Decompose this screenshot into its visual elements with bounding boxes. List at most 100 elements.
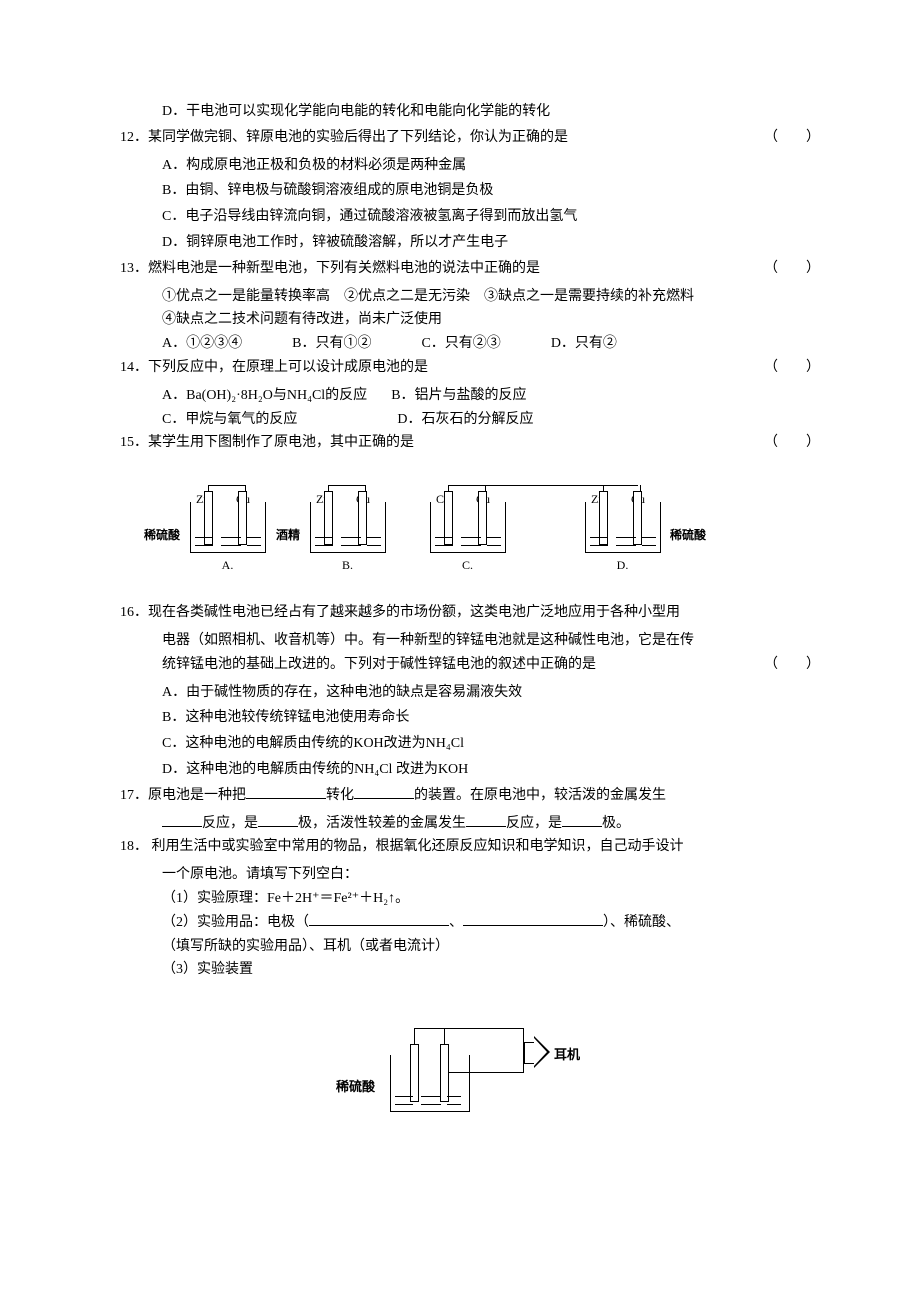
blank-2[interactable] — [354, 784, 414, 799]
q15-text: 某学生用下图制作了原电池，其中正确的是 — [148, 435, 414, 450]
q12: 12．某同学做完铜、锌原电池的实验后得出了下列结论，你认为正确的是 （ ） — [120, 126, 820, 150]
blank-7[interactable] — [309, 911, 449, 926]
q18-p3: （3）实验装置 — [120, 958, 820, 982]
q17-t7: 极。 — [602, 816, 630, 831]
q18-t2: 一个原电池。请填写下列空白： — [120, 863, 820, 887]
q16-options: A．由于碱性物质的存在，这种电池的缺点是容易漏液失效 B．这种电池较传统锌锰电池… — [120, 681, 820, 782]
q18-num: 18． — [120, 839, 148, 854]
q13-opt-c: C．只有②③ — [421, 332, 500, 356]
unit-d-sol-label: 稀硫酸 — [670, 525, 706, 545]
q13-text: 燃料电池是一种新型电池，下列有关燃料电池的说法中正确的是 — [148, 261, 540, 276]
q18-p2a: （2）实验用品：电极（ — [162, 915, 309, 930]
q12-opt-d: D．铜锌原电池工作时，锌被硫酸溶解，所以才产生电子 — [162, 231, 820, 255]
blank-4[interactable] — [258, 812, 298, 827]
blank-1[interactable] — [246, 784, 326, 799]
blank-6[interactable] — [562, 812, 602, 827]
q12-opt-a: A．构成原电池正极和负极的材料必须是两种金属 — [162, 154, 820, 178]
q18-t1: 利用生活中或实验室中常用的物品，根据氧化还原反应知识和电学知识，自己动手设计 — [148, 839, 684, 854]
q16-text2: 电器（如照相机、收音机等）中。有一种新型的锌锰电池就是这种碱性电池，它是在传 — [120, 629, 820, 653]
q17-t3: 的装置。在原电池中，较活泼的金属发生 — [414, 788, 666, 803]
unit-a-wire — [208, 485, 246, 486]
q12-opt-c: C．电子沿导线由锌流向铜，通过硫酸溶液被氢离子得到而放出氢气 — [162, 205, 820, 229]
q12-paren: （ ） — [764, 126, 820, 150]
q16-text1: 现在各类碱性电池已经占有了越来越多的市场份额，这类电池广泛地应用于各种小型用 — [148, 605, 680, 620]
q17-t5: 极，活泼性较差的金属发生 — [298, 816, 466, 831]
q13-opt-a: A．①②③④ — [162, 332, 242, 356]
unit-a-label: A. — [180, 555, 275, 575]
q13-opt-d: D．只有② — [551, 332, 617, 356]
liquid — [586, 530, 660, 552]
q14-options-row1: A．Ba(OH)₂·8H₂O与NH₄Cl的反应 B．铝片与盐酸的反应 — [120, 384, 820, 408]
q14: 14．下列反应中，在原理上可以设计成原电池的是 （ ） — [120, 356, 820, 380]
q16-opt-a: A．由于碱性物质的存在，这种电池的缺点是容易漏液失效 — [162, 681, 820, 705]
liquid — [191, 530, 265, 552]
page: D．干电池可以实现化学能向电能的转化和电能向化学能的转化 12．某同学做完铜、锌… — [0, 0, 920, 1302]
unit-b-label: B. — [300, 555, 395, 575]
liquid — [391, 1089, 469, 1111]
q14-paren: （ ） — [764, 356, 820, 380]
q13-opt-b: B．只有①② — [292, 332, 371, 356]
blank-3[interactable] — [162, 812, 202, 827]
q16-opt-d: D．这种电池的电解质由传统的NH₄Cl 改进为KOH — [162, 758, 820, 782]
f2-speaker-label: 耳机 — [554, 1044, 580, 1066]
unit-b-beaker — [310, 502, 386, 553]
q15: 15．某学生用下图制作了原电池，其中正确的是 （ ） — [120, 431, 820, 455]
q18-p2: （2）实验用品：电极（ 、 ）、稀硫酸、 — [120, 911, 820, 935]
q18-p2d: （填写所缺的实验用品）、耳机（或者电流计） — [120, 935, 820, 959]
q13-line2: ①优点之一是能量转换率高 ②优点之二是无污染 ③缺点之一是需要持续的补充燃料 — [120, 285, 820, 309]
q12-text: 某同学做完铜、锌原电池的实验后得出了下列结论，你认为正确的是 — [148, 130, 568, 145]
unit-a-sol-label: 稀硫酸 — [144, 525, 180, 545]
q18-p2c: ）、稀硫酸、 — [603, 915, 680, 930]
unit-a-beaker — [190, 502, 266, 553]
q14-num: 14． — [120, 360, 148, 375]
unit-d-label: D. — [575, 555, 670, 575]
q17-line2: 反应，是极，活泼性较差的金属发生反应，是极。 — [120, 812, 820, 836]
unit-a: Zn Cu 稀硫酸 A. — [180, 465, 275, 575]
q12-num: 12． — [120, 130, 148, 145]
blank-5[interactable] — [466, 812, 506, 827]
q15-num: 15． — [120, 435, 148, 450]
q16: 16．现在各类碱性电池已经占有了越来越多的市场份额，这类电池广泛地应用于各种小型… — [120, 601, 820, 625]
q17-t2: 转化 — [326, 788, 354, 803]
q14-opt-c: C．甲烷与氧气的反应 — [162, 408, 297, 432]
q15-paren: （ ） — [764, 431, 820, 455]
unit-d: Zn Cu 稀硫酸 D. — [575, 465, 670, 575]
q14-opt-d: D．石灰石的分解反应 — [397, 408, 533, 432]
unit-b-sol-label: 酒精 — [276, 525, 300, 545]
unit-c-beaker — [430, 502, 506, 553]
unit-c: Cu Cu C. — [420, 465, 515, 575]
q16-paren: （ ） — [764, 653, 820, 677]
f2-wire-top — [414, 1028, 524, 1029]
q13-num: 13． — [120, 261, 148, 276]
q12-opt-b: B．由铜、锌电极与硫酸铜溶液组成的原电池铜是负极 — [162, 179, 820, 203]
blank-8[interactable] — [463, 911, 603, 926]
q13-paren: （ ） — [764, 257, 820, 281]
q18: 18． 利用生活中或实验室中常用的物品，根据氧化还原反应知识和电学知识，自己动手… — [120, 835, 820, 859]
q14-text: 下列反应中，在原理上可以设计成原电池的是 — [148, 360, 428, 375]
q17-t1: 原电池是一种把 — [148, 788, 246, 803]
q11-opt-d: D．干电池可以实现化学能向电能的转化和电能向化学能的转化 — [162, 100, 820, 124]
unit-b-wire — [328, 485, 366, 486]
unit-c-label: C. — [420, 555, 515, 575]
q11-options: D．干电池可以实现化学能向电能的转化和电能向化学能的转化 — [120, 100, 820, 124]
q13: 13．燃料电池是一种新型电池，下列有关燃料电池的说法中正确的是 （ ） — [120, 257, 820, 281]
q14-opt-a: A．Ba(OH)₂·8H₂O与NH₄Cl的反应 — [162, 384, 367, 408]
liquid — [431, 530, 505, 552]
q15-figure: Zn Cu 稀硫酸 A. Zn Cu — [180, 465, 680, 595]
q14-options-row2: C．甲烷与氧气的反应 D．石灰石的分解反应 — [120, 408, 820, 432]
q17: 17．原电池是一种把 转化 的装置。在原电池中，较活泼的金属发生 — [120, 784, 820, 808]
q16-num: 16． — [120, 605, 148, 620]
unit-b: Zn Cu 酒精 B. — [300, 465, 395, 575]
q14-opt-b: B．铝片与盐酸的反应 — [391, 384, 526, 408]
q16-line3: 统锌锰电池的基础上改进的。下列对于碱性锌锰电池的叙述中正确的是 （ ） — [120, 653, 820, 677]
q18-p1: （1）实验原理：Fe＋2H⁺＝Fe²⁺＋H₂↑。 — [120, 887, 820, 911]
q17-t6: 反应，是 — [506, 816, 562, 831]
q16-opt-b: B．这种电池较传统锌锰电池使用寿命长 — [162, 706, 820, 730]
f2-beaker — [390, 1055, 470, 1112]
q16-opt-c: C．这种电池的电解质由传统的KOH改进为NH₄Cl — [162, 732, 820, 756]
q17-num: 17． — [120, 788, 148, 803]
q18-p2b: 、 — [449, 915, 463, 930]
q18-figure: 稀硫酸 耳机 — [320, 992, 600, 1132]
unit-d-beaker — [585, 502, 661, 553]
q16-text3: 统锌锰电池的基础上改进的。下列对于碱性锌锰电池的叙述中正确的是 — [120, 653, 596, 677]
